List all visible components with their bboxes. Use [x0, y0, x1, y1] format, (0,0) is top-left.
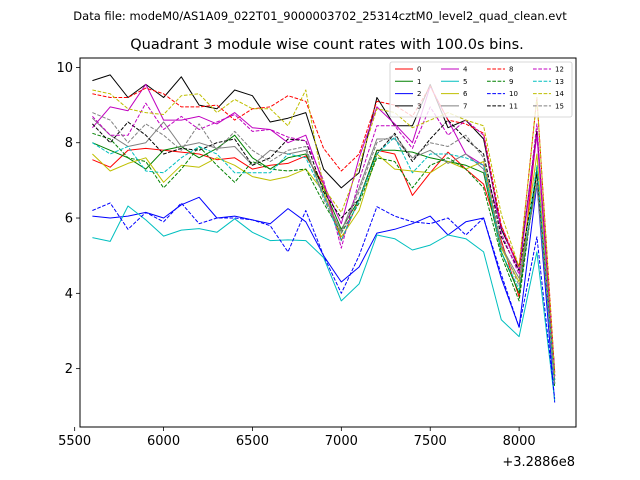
series-line-13 — [92, 136, 556, 384]
legend-label-0: 0 — [417, 66, 421, 74]
legend-label-11: 11 — [509, 102, 518, 110]
series-line-14 — [92, 89, 556, 377]
x-tick-label: 6000 — [147, 434, 180, 449]
y-tick-label: 6 — [65, 212, 73, 227]
legend-label-6: 6 — [463, 90, 468, 98]
legend-box — [389, 61, 573, 118]
x-tick-label: 7500 — [414, 434, 447, 449]
series-line-12 — [92, 102, 556, 377]
y-tick-label: 8 — [65, 136, 73, 151]
legend-label-5: 5 — [463, 78, 467, 86]
legend-label-15: 15 — [555, 102, 564, 110]
legend-label-7: 7 — [463, 102, 467, 110]
axes-frame — [79, 57, 577, 428]
x-tick-label: 7000 — [325, 434, 358, 449]
legend-label-4: 4 — [463, 66, 468, 74]
series-line-5 — [92, 205, 556, 401]
plot-area-border — [79, 57, 577, 428]
legend-label-8: 8 — [509, 66, 513, 74]
y-tick-label: 4 — [65, 287, 73, 302]
x-axis-offset-label: +3.2886e8 — [502, 455, 575, 470]
series-line-3 — [92, 74, 556, 373]
legend-label-13: 13 — [555, 78, 564, 86]
series-line-11 — [92, 119, 556, 380]
legend-label-12: 12 — [555, 66, 564, 74]
legend-label-1: 1 — [417, 78, 421, 86]
legend-label-10: 10 — [509, 90, 518, 98]
chart-title: Quadrant 3 module wise count rates with … — [130, 37, 524, 53]
legend-label-3: 3 — [417, 102, 421, 110]
x-tick-label: 5500 — [58, 434, 91, 449]
y-tick-label: 10 — [56, 61, 73, 76]
x-tick-label: 6500 — [236, 434, 269, 449]
series-line-10 — [92, 202, 556, 399]
series-line-9 — [92, 132, 556, 388]
x-tick-label: 8000 — [503, 434, 536, 449]
figure-suptitle: Data file: modeM0/AS1A09_022T01_90000037… — [73, 9, 567, 23]
y-tick-label: 2 — [65, 362, 73, 377]
legend-label-9: 9 — [509, 78, 513, 86]
series-line-4 — [92, 83, 556, 377]
legend-label-2: 2 — [417, 90, 421, 98]
legend-label-14: 14 — [555, 90, 564, 98]
plot-lines — [92, 74, 556, 403]
series-line-15 — [92, 112, 556, 384]
